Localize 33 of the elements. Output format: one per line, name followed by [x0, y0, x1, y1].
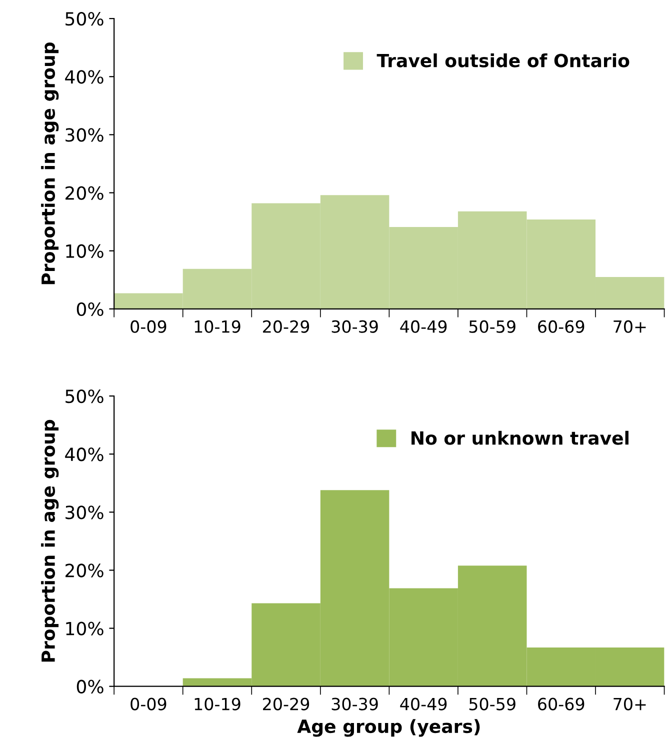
x-tick-label: 60-69	[538, 698, 584, 710]
x-tick-label: 70+	[614, 320, 646, 333]
legend-label: Travel outside of Ontario	[376, 53, 630, 68]
y-tick-label: 50%	[66, 12, 104, 26]
x-tick-label: 40-49	[400, 698, 447, 710]
x-tick-label: 50-59	[469, 698, 516, 710]
y-tick-label: 40%	[65, 70, 104, 84]
legend-label: No or unknown travel	[412, 430, 628, 445]
y-tick-label: 10%	[66, 622, 104, 636]
y-tick-label: 0%	[76, 302, 104, 316]
x-tick-label: 10-19	[194, 320, 240, 333]
y-axis-title: Proportion in age group	[41, 42, 59, 284]
x-tick-label: 40-49	[400, 320, 447, 333]
y-tick-label: 30%	[66, 128, 104, 142]
y-tick-label: 20%	[66, 186, 104, 200]
x-tick-label: 20-29	[263, 320, 310, 333]
x-tick-label: 30-39	[332, 320, 378, 333]
y-tick-label: 20%	[66, 564, 104, 578]
y-tick-label: 30%	[66, 506, 104, 520]
y-tick-label: 50%	[66, 389, 104, 404]
y-tick-label: 0%	[76, 680, 104, 694]
x-tick-label: 30-39	[332, 698, 378, 710]
x-tick-label: 50-59	[469, 320, 516, 333]
x-axis-title: Age group (years)	[297, 719, 480, 737]
x-tick-label: 70+	[614, 698, 646, 710]
x-tick-label: 0-09	[130, 320, 166, 333]
y-axis-title: Proportion in age group	[41, 420, 59, 662]
x-tick-label: 0-09	[130, 698, 166, 710]
y-tick-label: 40%	[65, 448, 104, 462]
x-tick-label: 60-69	[538, 320, 584, 333]
y-tick-label: 10%	[66, 244, 104, 258]
x-tick-label: 20-29	[263, 698, 310, 710]
x-tick-label: 10-19	[194, 698, 240, 710]
